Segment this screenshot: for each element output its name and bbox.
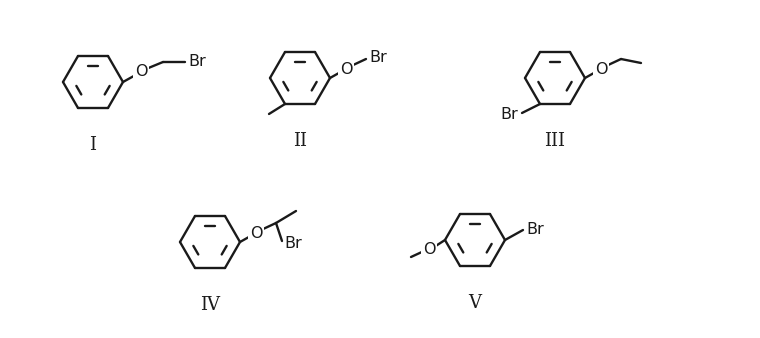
Text: O: O (250, 225, 262, 241)
Text: Br: Br (188, 53, 206, 69)
Text: Br: Br (500, 107, 518, 122)
Text: Br: Br (369, 50, 387, 66)
Text: II: II (293, 132, 307, 150)
Text: O: O (340, 62, 352, 76)
Text: IV: IV (200, 296, 220, 314)
Text: O: O (595, 62, 607, 76)
Text: O: O (135, 65, 147, 79)
Text: O: O (423, 241, 435, 257)
Text: Br: Br (526, 221, 543, 237)
Text: III: III (544, 132, 565, 150)
Text: V: V (468, 294, 482, 312)
Text: I: I (90, 136, 97, 154)
Text: Br: Br (284, 237, 302, 251)
